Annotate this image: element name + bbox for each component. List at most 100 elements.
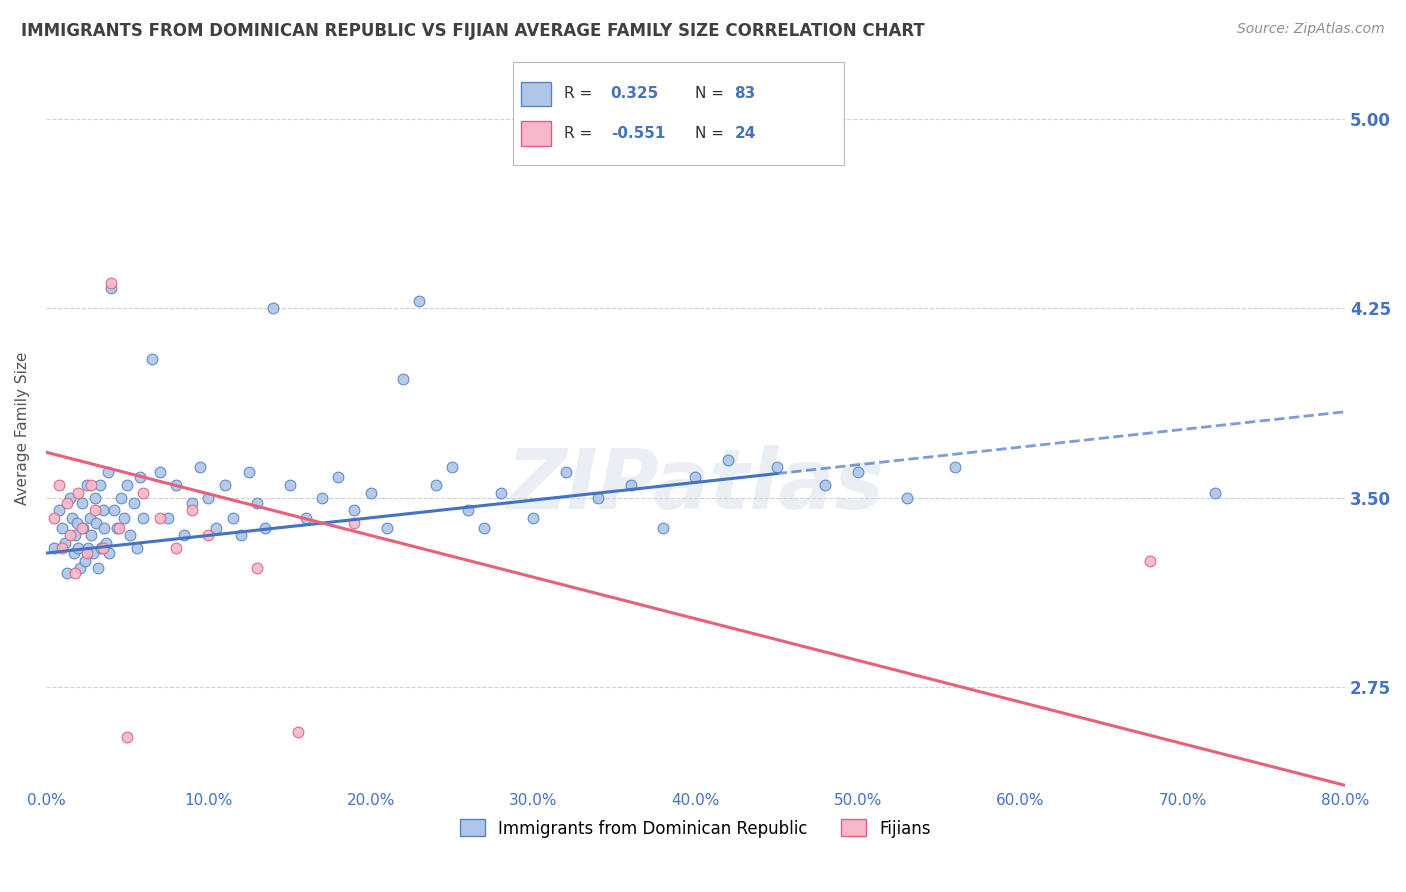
Point — [129, 470, 152, 484]
Point — [222, 510, 245, 524]
Point — [328, 470, 350, 484]
Point — [120, 528, 142, 542]
Point — [87, 561, 110, 575]
Legend: Immigrants from Dominican Republic, Fijians: Immigrants from Dominican Republic, Fiji… — [453, 813, 938, 844]
Point — [294, 510, 316, 524]
Point — [98, 546, 121, 560]
Point — [115, 478, 138, 492]
Point — [62, 546, 84, 560]
Point — [165, 478, 187, 492]
Point — [278, 478, 301, 492]
Point — [197, 491, 219, 505]
Point — [554, 466, 576, 480]
Point — [76, 546, 98, 560]
Point — [42, 541, 65, 555]
Point — [48, 503, 70, 517]
Point — [238, 466, 260, 480]
Text: ZIPatlas: ZIPatlas — [506, 445, 884, 526]
Point — [79, 510, 101, 524]
Point — [149, 466, 172, 480]
Point — [70, 521, 93, 535]
Text: -0.551: -0.551 — [610, 126, 665, 141]
Point — [69, 561, 91, 575]
Point — [91, 541, 114, 555]
Text: IMMIGRANTS FROM DOMINICAN REPUBLIC VS FIJIAN AVERAGE FAMILY SIZE CORRELATION CHA: IMMIGRANTS FROM DOMINICAN REPUBLIC VS FI… — [21, 22, 925, 40]
Point — [287, 725, 309, 739]
Text: R =: R = — [564, 126, 598, 141]
Point — [84, 516, 107, 530]
Point — [262, 301, 284, 316]
Text: N =: N = — [695, 87, 728, 101]
Point — [440, 460, 463, 475]
Text: 83: 83 — [734, 87, 756, 101]
Point — [132, 510, 155, 524]
Point — [66, 516, 89, 530]
Point — [63, 528, 86, 542]
Point — [56, 566, 79, 581]
Point — [73, 554, 96, 568]
Point — [717, 452, 740, 467]
Point — [83, 491, 105, 505]
Point — [1204, 485, 1226, 500]
Point — [197, 528, 219, 542]
Point — [80, 478, 103, 492]
Point — [896, 491, 918, 505]
Point — [652, 521, 675, 535]
Point — [229, 528, 252, 542]
Point — [89, 478, 111, 492]
Point — [77, 541, 100, 555]
Point — [173, 528, 195, 542]
Point — [48, 478, 70, 492]
Point — [94, 536, 117, 550]
Point — [100, 281, 122, 295]
Y-axis label: Average Family Size: Average Family Size — [15, 351, 30, 505]
Point — [246, 495, 269, 509]
Point — [141, 351, 163, 366]
Point — [108, 521, 131, 535]
Point — [375, 521, 398, 535]
Point — [943, 460, 966, 475]
Point — [93, 521, 115, 535]
Point — [246, 561, 269, 575]
Text: R =: R = — [564, 87, 598, 101]
Point — [91, 503, 114, 517]
Point — [311, 491, 333, 505]
Point — [1139, 554, 1161, 568]
Point — [425, 478, 447, 492]
Point — [100, 276, 122, 290]
Point — [392, 372, 415, 386]
Point — [70, 495, 93, 509]
Point — [156, 510, 179, 524]
Point — [97, 466, 120, 480]
Point — [408, 293, 430, 308]
Point — [814, 478, 837, 492]
Point — [90, 541, 112, 555]
Point — [83, 503, 105, 517]
Point — [846, 466, 869, 480]
Point — [457, 503, 479, 517]
Point — [360, 485, 382, 500]
Point — [619, 478, 641, 492]
Point — [122, 495, 145, 509]
Point — [214, 478, 236, 492]
Point — [149, 510, 172, 524]
Point — [82, 546, 104, 560]
Point — [489, 485, 512, 500]
Point — [107, 521, 129, 535]
Point — [132, 485, 155, 500]
Point — [343, 516, 366, 530]
Point — [586, 491, 609, 505]
Point — [80, 528, 103, 542]
Point — [474, 521, 496, 535]
Point — [181, 503, 204, 517]
Point — [42, 510, 65, 524]
Point — [205, 521, 228, 535]
Point — [72, 521, 94, 535]
Point — [59, 491, 82, 505]
Point — [59, 528, 82, 542]
Point — [55, 536, 77, 550]
Text: 0.325: 0.325 — [610, 87, 659, 101]
Point — [60, 510, 83, 524]
FancyBboxPatch shape — [522, 82, 551, 106]
Point — [67, 485, 90, 500]
